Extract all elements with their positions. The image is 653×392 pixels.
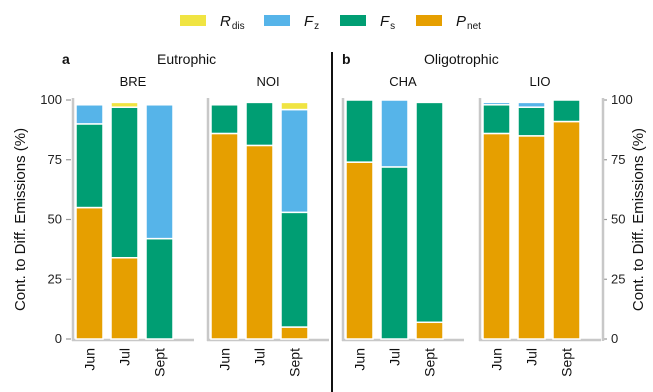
- bar-bre-jun-Fz: [75, 104, 104, 125]
- panel-cha: CHA Jun Jul Sept: [341, 74, 464, 377]
- y-tick-right-50: 50: [611, 212, 625, 227]
- category-label-jul: Jul: [524, 348, 540, 366]
- bar-lio-jul-Fs: [517, 106, 546, 137]
- legend-sub-Fs: s: [390, 21, 395, 32]
- bar-noi-sept-Fz: [280, 108, 309, 214]
- panel-noi: NOI Jun Jul Sept: [206, 74, 329, 377]
- group-title-eutrophic: Eutrophic: [157, 51, 216, 67]
- bar-lio-jul-P: [517, 135, 546, 340]
- site-label-noi: NOI: [256, 74, 279, 89]
- legend-label-Fs: Fs: [380, 13, 395, 32]
- y-tick-right-0: 0: [611, 331, 618, 346]
- bar-cha-jun-Fs: [345, 99, 374, 163]
- category-label-sept: Sept: [422, 348, 438, 377]
- bar-bre-sept-Fs: [145, 237, 174, 340]
- bar-cha-sept-Fs: [415, 101, 444, 324]
- y-tick-right-100: 100: [611, 92, 633, 107]
- legend-label-Fz: Fz: [304, 13, 319, 32]
- site-label-bre: BRE: [120, 74, 147, 89]
- bar-noi-sept-Fs: [280, 211, 309, 328]
- category-label-jul: Jul: [387, 348, 403, 366]
- y-axis-right: 0 25 50 75 100 Cont. to Diff. Emissions (%): [601, 92, 647, 346]
- y-axis-label-right: Cont. to Diff. Emissions (%): [630, 128, 647, 311]
- y-tick-left-75: 75: [48, 152, 62, 167]
- bar-cha-jul-Fs: [380, 166, 409, 340]
- legend-swatch-P: [416, 15, 442, 26]
- bar-noi-sept-P: [280, 326, 309, 340]
- bar-bre-jul-R: [110, 101, 139, 108]
- bar-bre-jun-Fs: [75, 123, 104, 209]
- panel-bre: BRE Jun Jul Sept: [71, 74, 194, 377]
- bar-lio-jun-Fs: [482, 104, 511, 135]
- site-label-lio: LIO: [530, 74, 551, 89]
- bar-lio-sept-P: [552, 120, 581, 340]
- bar-cha-sept-P: [415, 321, 444, 340]
- category-label-jun: Jun: [489, 348, 505, 371]
- bar-noi-sept-R: [280, 101, 309, 111]
- group-title-oligotrophic: Oligotrophic: [424, 51, 499, 67]
- bar-lio-jun-P: [482, 132, 511, 340]
- group-oligotrophic: b Oligotrophic CHA Jun Jul Sept LIO Jun Jul Sept: [341, 51, 601, 377]
- y-tick-left-100: 100: [40, 92, 62, 107]
- y-axis-label-left: Cont. to Diff. Emissions (%): [12, 128, 29, 311]
- bar-bre-jul-P: [110, 256, 139, 340]
- legend-sub-R: dis: [232, 21, 245, 32]
- legend-swatch-Fz: [264, 15, 290, 26]
- chart-panels: a Eutrophic BRE Jun Jul Sept NOI Jun Jul Sept b Oli…: [62, 51, 601, 377]
- bar-bre-sept-Fz: [145, 104, 174, 240]
- bar-cha-jul-Fz: [380, 99, 409, 168]
- bar-noi-jul-Fs: [245, 101, 274, 147]
- y-tick-left-50: 50: [48, 212, 62, 227]
- panel-letter-a: a: [62, 51, 70, 67]
- group-eutrophic: a Eutrophic BRE Jun Jul Sept NOI Jun Jul Sept: [62, 51, 329, 377]
- category-label-sept: Sept: [152, 348, 168, 377]
- panel-lio: LIO Jun Jul Sept: [478, 74, 601, 377]
- legend-sub-Fz: z: [314, 21, 319, 32]
- legend-swatch-Fs: [340, 15, 366, 26]
- legend-sub-P: net: [467, 21, 481, 32]
- bar-noi-jul-P: [245, 144, 274, 340]
- bar-noi-jun-P: [210, 132, 239, 340]
- legend-label-P: Pnet: [456, 13, 481, 32]
- category-label-jun: Jun: [217, 348, 233, 371]
- category-label-jun: Jun: [82, 348, 98, 371]
- site-label-cha: CHA: [389, 74, 417, 89]
- legend-swatch-R: [180, 15, 206, 26]
- y-tick-left-0: 0: [55, 331, 62, 346]
- bar-bre-jul-Fs: [110, 106, 139, 259]
- legend: Rdis Fz Fs Pnet: [180, 13, 481, 32]
- bar-lio-jun-Fz: [482, 101, 511, 106]
- category-label-jul: Jul: [252, 348, 268, 366]
- bar-lio-sept-Fs: [552, 99, 581, 123]
- y-axes: 0 25 50 75 100 Cont. to Diff. Emissions (%) 0 2…: [12, 92, 647, 346]
- bar-noi-jun-Fs: [210, 104, 239, 135]
- legend-label-R: Rdis: [220, 13, 245, 32]
- category-label-sept: Sept: [287, 348, 303, 377]
- panel-letter-b: b: [342, 51, 351, 67]
- y-tick-right-75: 75: [611, 152, 625, 167]
- y-tick-left-25: 25: [48, 271, 62, 286]
- bar-bre-jun-P: [75, 206, 104, 340]
- category-label-jun: Jun: [352, 348, 368, 371]
- bar-lio-jul-Fz: [517, 101, 546, 108]
- category-label-jul: Jul: [117, 348, 133, 366]
- category-label-sept: Sept: [559, 348, 575, 377]
- bar-cha-jun-P: [345, 161, 374, 340]
- y-axis-left: 0 25 50 75 100 Cont. to Diff. Emissions (%): [12, 92, 71, 346]
- y-tick-right-25: 25: [611, 271, 625, 286]
